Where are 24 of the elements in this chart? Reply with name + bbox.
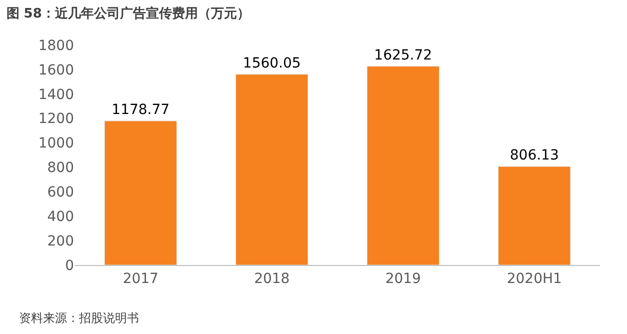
x-tick-label: 2017 xyxy=(122,270,158,287)
data-label: 1625.72 xyxy=(374,47,432,64)
y-tick-label: 1800 xyxy=(38,38,74,54)
y-tick-label: 0 xyxy=(65,258,74,274)
bar xyxy=(498,166,571,265)
x-tick-label: 2018 xyxy=(254,270,290,287)
data-label: 1560.05 xyxy=(242,55,301,72)
x-tick-label: 2020H1 xyxy=(506,270,562,287)
bar xyxy=(104,120,177,265)
y-tick-label: 600 xyxy=(47,184,74,201)
x-tick-label: 2019 xyxy=(385,270,421,287)
data-label: 806.13 xyxy=(510,147,559,164)
y-tick-label: 200 xyxy=(47,233,74,250)
chart-title: 图 58：近几年公司广告宣传费用（万元） xyxy=(6,5,250,22)
y-tick-label: 1200 xyxy=(38,111,74,128)
y-tick-label: 1000 xyxy=(38,136,74,152)
y-tick-label: 800 xyxy=(47,160,74,176)
data-label: 1178.77 xyxy=(112,102,170,118)
bar xyxy=(236,74,308,265)
bar xyxy=(366,66,440,265)
y-tick-label: 1600 xyxy=(38,62,74,78)
text: 资料来源：招股说明书 xyxy=(19,311,139,325)
y-tick-label: 400 xyxy=(47,209,74,226)
y-tick-label: 1400 xyxy=(38,86,74,103)
